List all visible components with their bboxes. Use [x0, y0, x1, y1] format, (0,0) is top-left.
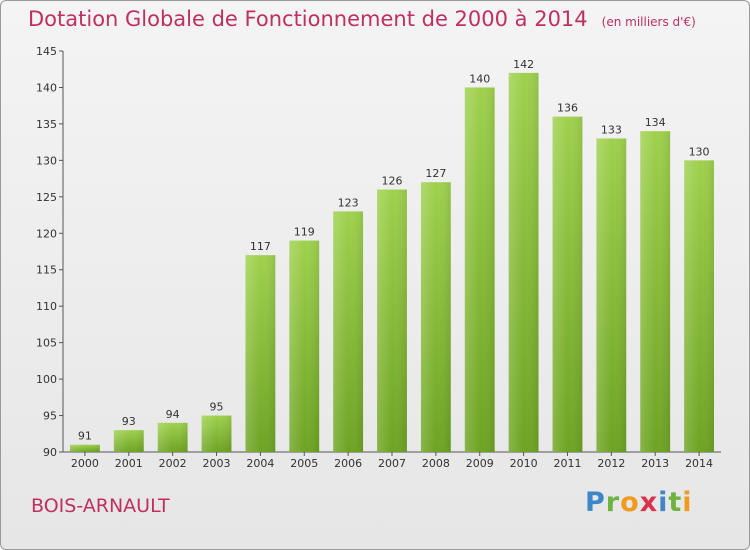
y-tick-label: 140 — [36, 81, 57, 94]
y-tick-label: 105 — [36, 337, 57, 350]
logo-letter: t — [668, 487, 683, 518]
bar-shade — [596, 138, 627, 452]
value-label: 127 — [425, 167, 446, 180]
x-tick-label: 2008 — [422, 457, 450, 470]
bar-shade — [640, 131, 671, 452]
x-tick-label: 2007 — [378, 457, 406, 470]
y-tick-label: 115 — [36, 264, 57, 277]
logo-letter: P — [585, 487, 606, 518]
bar-shade — [684, 160, 714, 452]
commune-name: BOIS-ARNAULT — [31, 495, 170, 517]
value-label: 126 — [382, 175, 403, 188]
bar-shade — [157, 422, 188, 452]
bar-shade — [552, 116, 583, 453]
bar-shade — [420, 182, 451, 452]
x-tick-label: 2003 — [203, 457, 231, 470]
y-tick-label: 95 — [43, 410, 57, 423]
y-tick-label: 130 — [36, 154, 57, 167]
y-tick-label: 90 — [43, 446, 57, 459]
x-tick-label: 2012 — [597, 457, 625, 470]
logo-letter: i — [658, 487, 669, 518]
x-tick-label: 2001 — [115, 457, 143, 470]
chart-title: Dotation Globale de Fonctionnement de 20… — [28, 7, 696, 31]
bar-shade — [245, 255, 276, 452]
chart-title-text: Dotation Globale de Fonctionnement de 20… — [28, 7, 588, 31]
x-tick-label: 2002 — [159, 457, 187, 470]
x-tick-label: 2006 — [334, 457, 362, 470]
value-label: 117 — [250, 240, 271, 253]
value-label: 95 — [210, 401, 224, 414]
x-tick-label: 2013 — [641, 457, 669, 470]
bar-shade — [333, 211, 364, 452]
logo-letter: i — [682, 487, 693, 518]
y-tick-label: 125 — [36, 191, 57, 204]
bar-shade — [377, 189, 407, 452]
value-label: 142 — [513, 58, 534, 71]
value-labels: 91 93 94 95 117 119 123 126 127 140 142 136 133 134 13… — [78, 58, 710, 443]
bars — [70, 72, 714, 453]
value-label: 119 — [294, 226, 315, 239]
bar-shade — [508, 72, 539, 452]
bar-shade — [289, 240, 320, 452]
value-label: 133 — [601, 123, 622, 136]
y-tick-label: 135 — [36, 118, 57, 131]
x-tick-label: 2004 — [246, 457, 274, 470]
y-tick-label: 120 — [36, 227, 57, 240]
value-label: 94 — [166, 408, 180, 421]
value-label: 140 — [469, 72, 490, 85]
bar-shade — [464, 87, 495, 453]
proxiti-logo: Proxiti — [585, 487, 693, 518]
value-label: 136 — [557, 102, 578, 115]
y-tick-labels: 90 95 100 105 110 115 120 125 130 135 140 145 — [36, 45, 57, 459]
x-tick-label: 2010 — [510, 457, 538, 470]
x-tick-label: 2011 — [553, 457, 581, 470]
bar-shade — [70, 444, 100, 452]
value-label: 123 — [338, 196, 359, 209]
logo-letter: r — [605, 487, 621, 518]
x-tick-label: 2005 — [290, 457, 318, 470]
y-tick-label: 100 — [36, 373, 57, 386]
value-label: 93 — [122, 415, 136, 428]
x-tick-label: 2014 — [685, 457, 713, 470]
y-tick-label: 145 — [36, 45, 57, 58]
y-tick-label: 110 — [36, 300, 57, 313]
bar-shade — [201, 415, 232, 452]
x-tick-labels: 2000 2001 2002 2003 2004 2005 2006 2007 2008 2009… — [71, 457, 713, 470]
x-tick-label: 2009 — [466, 457, 494, 470]
logo-letter: x — [639, 487, 659, 518]
value-label: 130 — [689, 145, 710, 158]
value-label: 91 — [78, 430, 92, 443]
logo-letter: o — [620, 487, 640, 518]
x-tick-label: 2000 — [71, 457, 99, 470]
bar-shade — [113, 430, 144, 452]
value-label: 134 — [645, 116, 666, 129]
chart-unit: (en milliers d'€) — [601, 15, 696, 29]
